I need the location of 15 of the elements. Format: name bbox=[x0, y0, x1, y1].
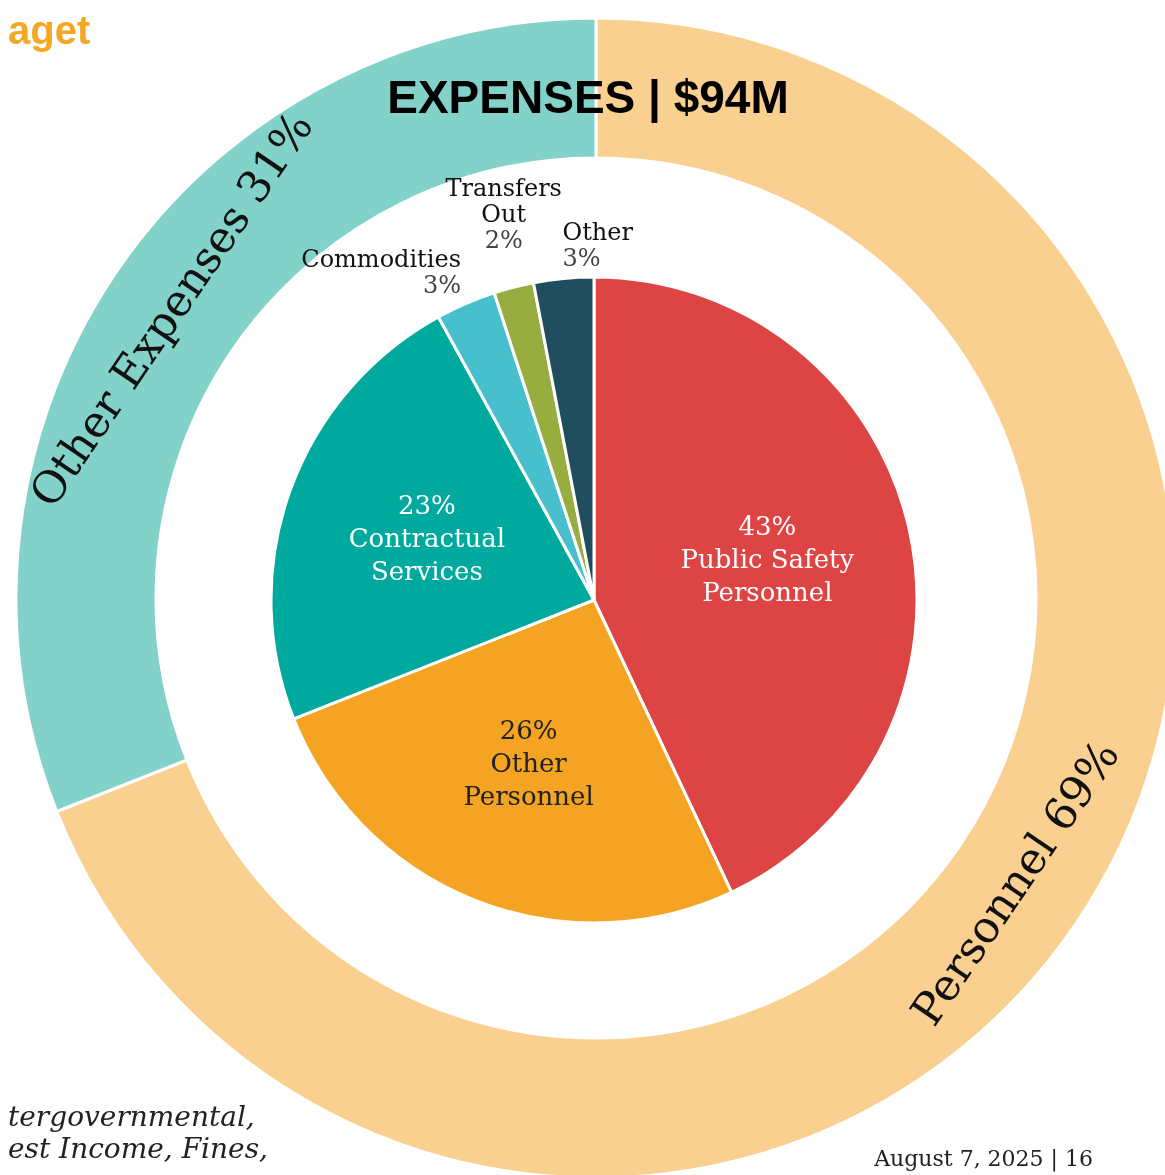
data-label: 3% bbox=[562, 244, 601, 273]
slice-label: Other Personnel bbox=[463, 748, 594, 812]
data-label: 43% bbox=[738, 511, 797, 542]
slice-label: Commodities bbox=[301, 244, 461, 273]
slice-label: Transfers Out bbox=[445, 174, 562, 229]
text: aget bbox=[8, 8, 91, 52]
data-label: 23% bbox=[397, 489, 456, 520]
text: August 7, 2025 | 16 bbox=[873, 1146, 1093, 1172]
slice-label: Other bbox=[562, 218, 634, 247]
slice-label: Contractual Services bbox=[348, 522, 505, 586]
slice-label: Public Safety Personnel bbox=[680, 544, 855, 608]
data-label: 3% bbox=[422, 270, 461, 299]
text: tergovernmental, est Income, Fines, bbox=[8, 1100, 268, 1166]
data-label: 26% bbox=[499, 715, 558, 746]
data-label: 2% bbox=[484, 226, 523, 255]
